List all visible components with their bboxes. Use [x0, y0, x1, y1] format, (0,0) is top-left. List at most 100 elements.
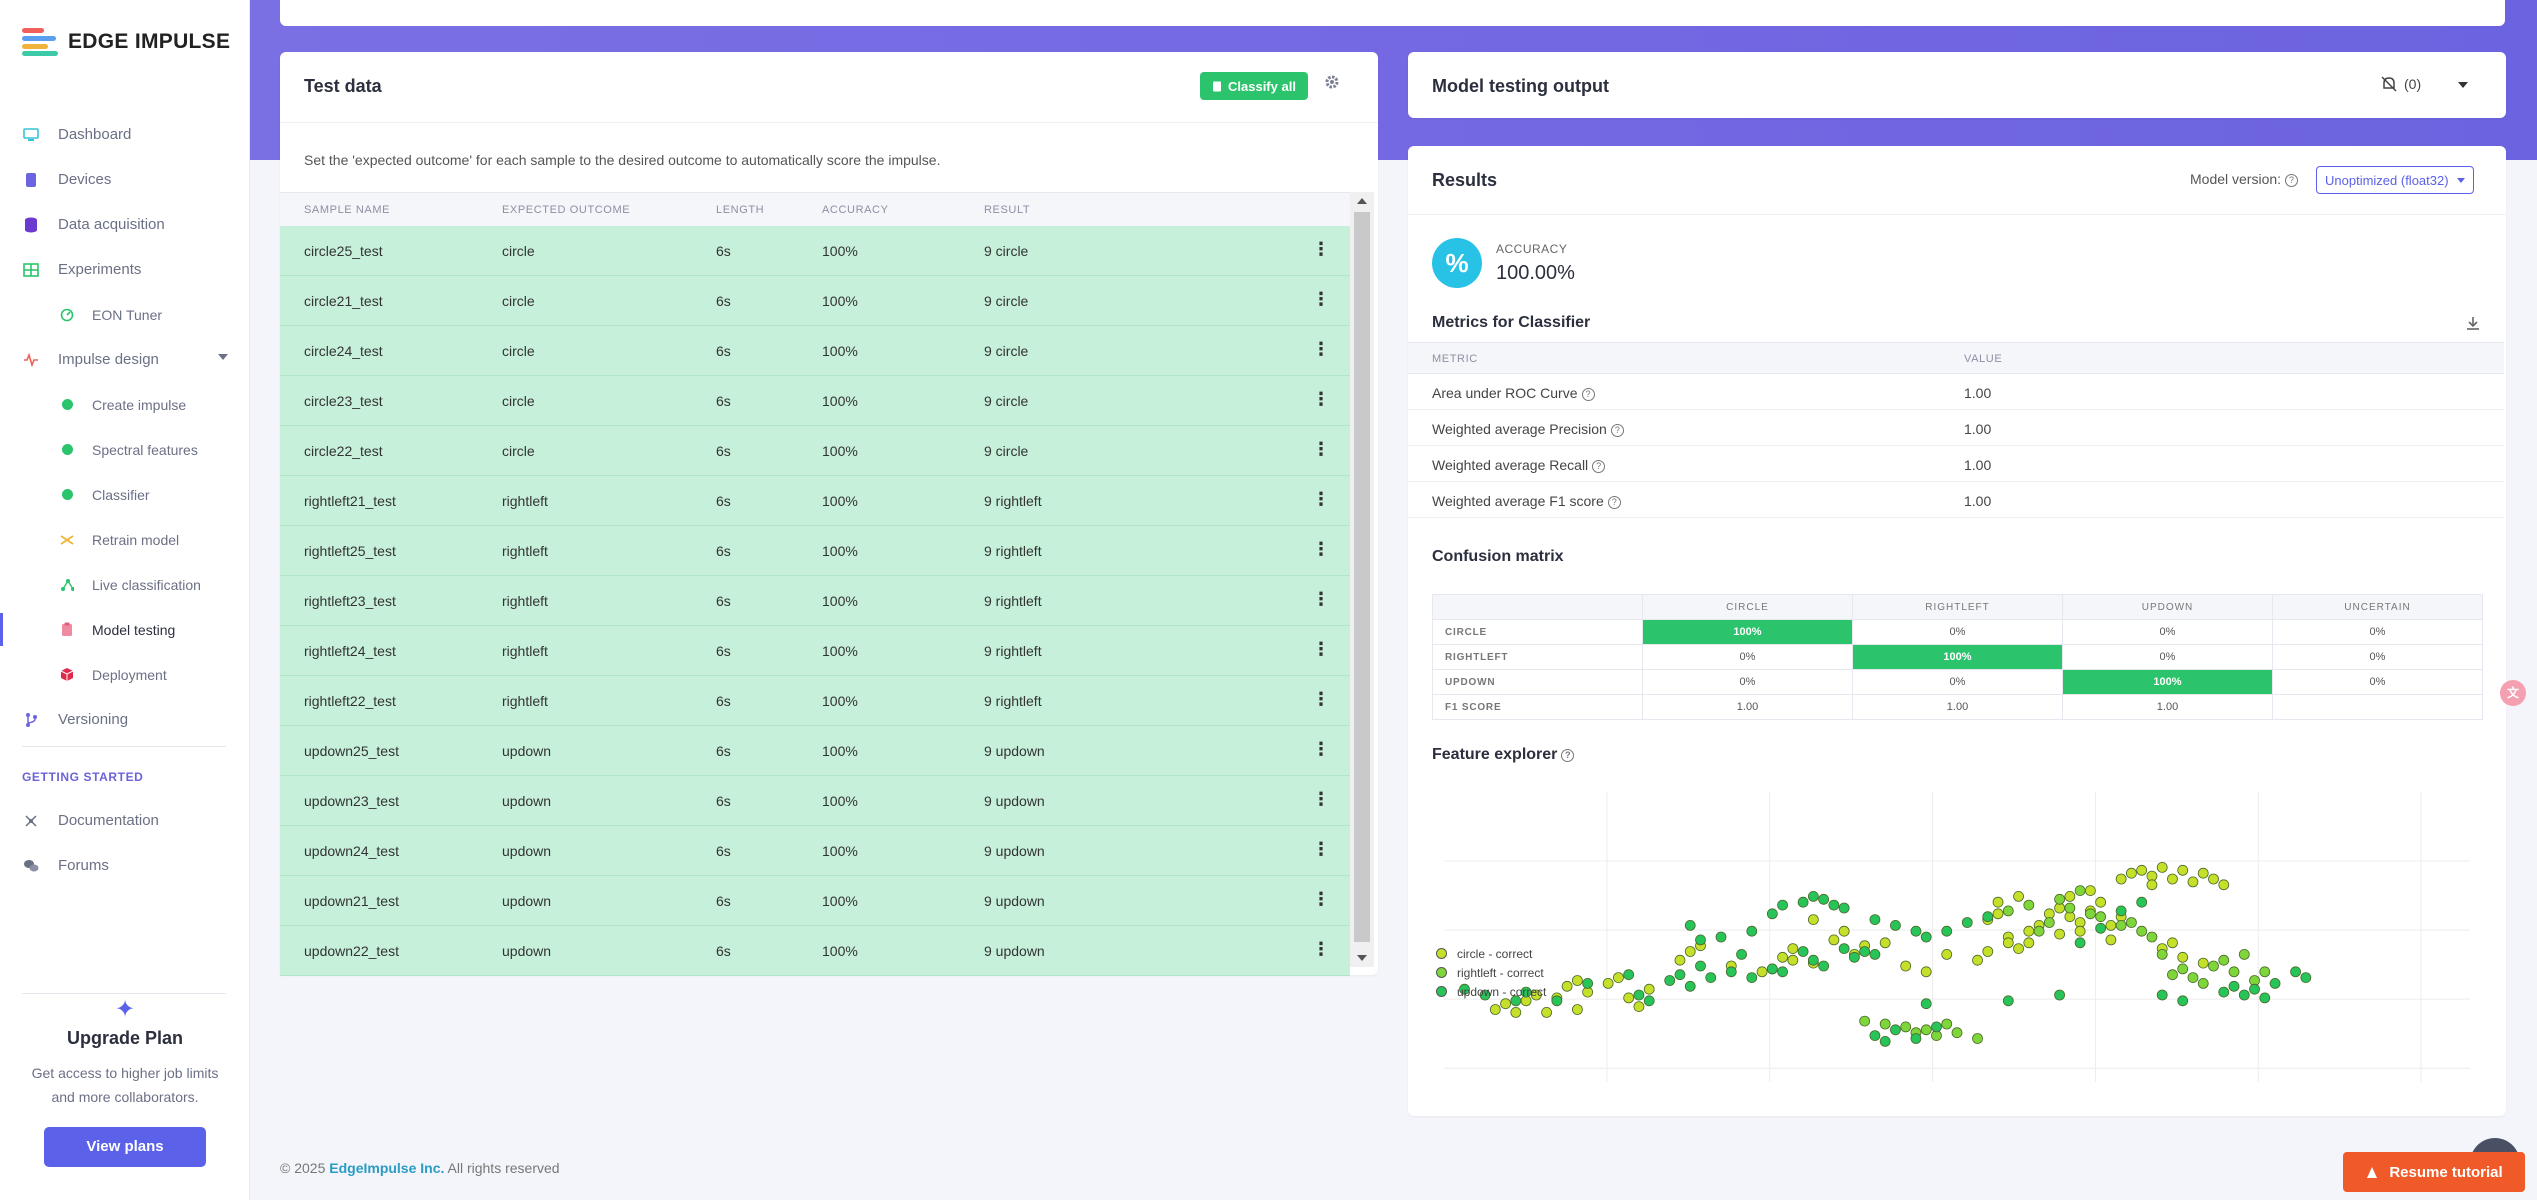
more-options-icon[interactable]: ⋮ — [1312, 939, 1330, 959]
scatter-point[interactable] — [1920, 966, 1932, 978]
scatter-point[interactable] — [2187, 972, 2199, 984]
scatter-point[interactable] — [2074, 925, 2086, 937]
scatter-point[interactable] — [2218, 879, 2230, 891]
scatter-point[interactable] — [2146, 879, 2158, 891]
more-options-icon[interactable]: ⋮ — [1312, 539, 1330, 559]
scatter-point[interactable] — [2095, 896, 2107, 908]
scatter-point[interactable] — [2136, 864, 2148, 876]
view-plans-button[interactable]: View plans — [44, 1127, 206, 1167]
classify-all-button[interactable]: Classify all — [1200, 72, 1308, 100]
column-header[interactable]: RESULT — [984, 204, 1031, 216]
scatter-point[interactable] — [1941, 1018, 1953, 1030]
scatter-point[interactable] — [2054, 893, 2065, 905]
column-header[interactable]: EXPECTED OUTCOME — [502, 204, 631, 216]
scatter-point[interactable] — [2218, 954, 2230, 966]
more-options-icon[interactable]: ⋮ — [1312, 389, 1330, 409]
scatter-point[interactable] — [2115, 919, 2127, 931]
more-options-icon[interactable]: ⋮ — [1312, 889, 1330, 909]
scatter-point[interactable] — [2136, 925, 2148, 937]
scatter-point[interactable] — [1777, 966, 1788, 978]
scatter-point[interactable] — [1510, 1006, 1522, 1018]
scatter-point[interactable] — [2095, 922, 2107, 934]
scatter-point[interactable] — [1530, 989, 1542, 1001]
scatter-point[interactable] — [1736, 948, 1747, 960]
more-options-icon[interactable]: ⋮ — [1312, 489, 1330, 509]
scatter-point[interactable] — [1479, 989, 1491, 1001]
scatter-point[interactable] — [2228, 980, 2240, 992]
scatter-point[interactable] — [2208, 873, 2219, 885]
scatter-point[interactable] — [2115, 905, 2127, 917]
more-options-icon[interactable]: ⋮ — [1312, 239, 1330, 259]
scatter-point[interactable] — [1613, 972, 1624, 984]
scatter-point[interactable] — [1459, 983, 1470, 995]
scroll-down-icon[interactable] — [1357, 955, 1367, 961]
scatter-point[interactable] — [1684, 946, 1696, 957]
scatter-point[interactable] — [2238, 948, 2250, 960]
column-header[interactable]: ACCURACY — [822, 204, 889, 216]
table-row[interactable]: circle24_test circle 6s 100% 9 circle ⋮ — [280, 326, 1350, 376]
translate-icon[interactable]: 文 — [2500, 680, 2526, 706]
scatter-point[interactable] — [1766, 908, 1778, 920]
notifications-toggle[interactable]: (0) — [2380, 76, 2421, 92]
scatter-point[interactable] — [2228, 966, 2240, 978]
sidebar-item-live-classification[interactable]: Live classification — [0, 562, 250, 607]
scatter-point[interactable] — [1879, 1018, 1891, 1030]
scatter-point[interactable] — [1571, 975, 1583, 986]
help-icon[interactable]: ? — [1607, 496, 1621, 509]
scatter-point[interactable] — [1951, 1027, 1963, 1039]
sidebar-item-dashboard[interactable]: Dashboard — [0, 112, 250, 157]
scatter-point[interactable] — [1500, 998, 1511, 1010]
scatter-point[interactable] — [1551, 995, 1563, 1007]
table-row[interactable]: rightleft24_test rightleft 6s 100% 9 rightle… — [280, 626, 1350, 676]
scatter-point[interactable] — [1992, 896, 2004, 908]
scatter-point[interactable] — [1766, 963, 1778, 975]
scatter-point[interactable] — [1859, 1015, 1871, 1027]
scatter-point[interactable] — [1982, 946, 1994, 957]
scatter-point[interactable] — [2300, 972, 2312, 984]
legend-item[interactable]: rightleft - correct — [1436, 963, 1546, 982]
scatter-point[interactable] — [2177, 995, 2189, 1007]
table-row[interactable]: rightleft23_test rightleft 6s 100% 9 rightle… — [280, 576, 1350, 626]
scatter-point[interactable] — [1520, 986, 1532, 998]
scatter-point[interactable] — [1920, 998, 1932, 1010]
scatter-point[interactable] — [1695, 960, 1706, 972]
scatter-point[interactable] — [2156, 948, 2168, 960]
table-row[interactable]: updown24_test updown 6s 100% 9 updown ⋮ — [280, 826, 1350, 876]
scatter-point[interactable] — [2259, 992, 2271, 1004]
scatter-point[interactable] — [1920, 1024, 1932, 1036]
sidebar-item-retrain-model[interactable]: Retrain model — [0, 517, 250, 562]
table-scrollbar[interactable] — [1350, 192, 1374, 967]
scatter-point[interactable] — [1705, 972, 1717, 984]
table-row[interactable]: rightleft21_test rightleft 6s 100% 9 rightle… — [280, 476, 1350, 526]
scatter-point[interactable] — [2074, 937, 2086, 949]
scatter-point[interactable] — [2167, 937, 2178, 949]
scatter-point[interactable] — [1818, 960, 1830, 972]
more-options-icon[interactable]: ⋮ — [1312, 789, 1330, 809]
scatter-point[interactable] — [1777, 899, 1788, 911]
scatter-point[interactable] — [1746, 925, 1758, 937]
scatter-point[interactable] — [1828, 934, 1840, 946]
scatter-point[interactable] — [1828, 899, 1840, 911]
scatter-point[interactable] — [1674, 954, 1686, 966]
scatter-point[interactable] — [2197, 957, 2209, 969]
scatter-point[interactable] — [1890, 919, 1901, 931]
more-options-icon[interactable]: ⋮ — [1312, 589, 1330, 609]
scatter-point[interactable] — [2095, 911, 2107, 923]
more-options-icon[interactable]: ⋮ — [1312, 689, 1330, 709]
scatter-point[interactable] — [2054, 989, 2065, 1001]
scatter-point[interactable] — [1715, 931, 1727, 943]
sidebar-item-eon-tuner[interactable]: EON Tuner — [0, 292, 250, 337]
resume-tutorial-button[interactable]: Resume tutorial — [2343, 1152, 2525, 1192]
sidebar-item-impulse-design[interactable]: Impulse design — [0, 337, 250, 382]
scatter-point[interactable] — [2084, 908, 2096, 920]
scatter-point[interactable] — [1869, 948, 1881, 960]
footer-company-link[interactable]: EdgeImpulse Inc. — [329, 1160, 445, 1176]
chevron-down-icon[interactable] — [218, 354, 228, 360]
scatter-point[interactable] — [1807, 954, 1819, 966]
scatter-point[interactable] — [1910, 925, 1922, 937]
help-icon[interactable]: ? — [1581, 388, 1595, 401]
scatter-point[interactable] — [1961, 917, 1973, 928]
scatter-point[interactable] — [1623, 969, 1635, 981]
scatter-point[interactable] — [1807, 914, 1819, 926]
scatter-point[interactable] — [2156, 989, 2168, 1001]
